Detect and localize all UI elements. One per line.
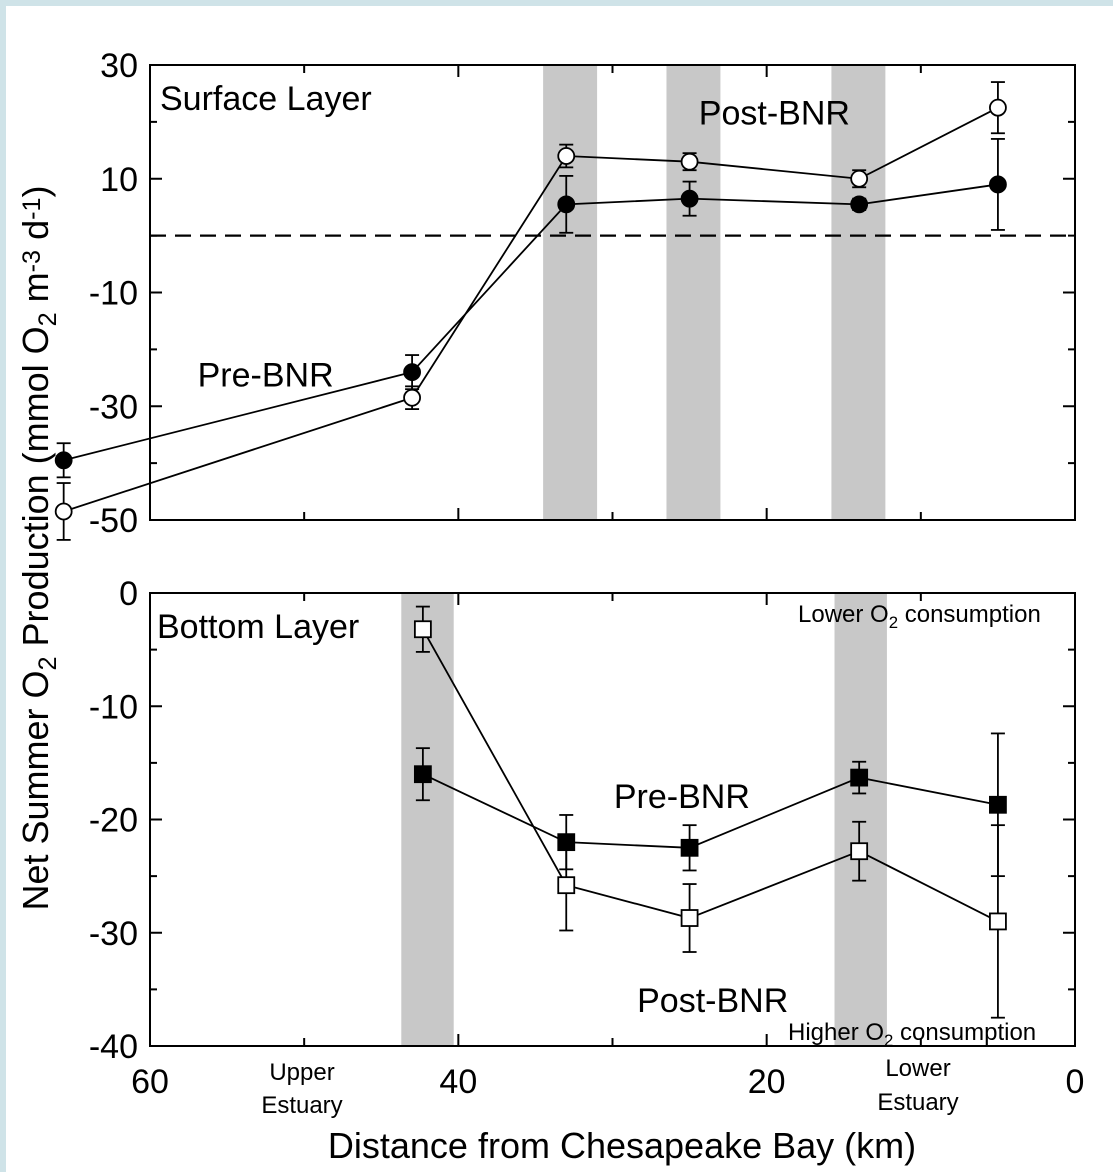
series-annotation: Pre-BNR <box>614 778 750 816</box>
series-annotation: Post-BNR <box>699 95 850 133</box>
lower-consumption-label: Lower O2 consumption <box>798 601 1041 632</box>
data-point <box>56 452 72 468</box>
data-point <box>990 100 1006 116</box>
y-axis-title: Net Summer O2 Production (mmol O2 m-3 d-… <box>15 185 62 910</box>
y-tick-label: -40 <box>89 1028 138 1066</box>
series-line <box>423 629 998 921</box>
shaded-bands-surface <box>543 65 885 520</box>
data-point <box>851 770 867 786</box>
data-point <box>682 910 698 926</box>
y-tick-label: -30 <box>89 388 138 426</box>
data-point <box>682 154 698 170</box>
data-point <box>558 877 574 893</box>
y-tick-label: -20 <box>89 802 138 840</box>
panel-title-bottom: Bottom Layer <box>157 608 359 646</box>
svg-text:Estuary: Estuary <box>877 1089 958 1116</box>
data-point <box>682 840 698 856</box>
data-point <box>56 503 72 519</box>
shaded-band <box>831 65 885 520</box>
data-point <box>404 364 420 380</box>
y-tick-label: -50 <box>89 502 138 540</box>
x-tick-label: 60 <box>131 1063 169 1101</box>
series-annotation: Pre-BNR <box>198 356 334 394</box>
svg-text:Estuary: Estuary <box>261 1092 342 1119</box>
x-tick-label: 40 <box>439 1063 477 1101</box>
data-point <box>682 191 698 207</box>
y-tick-label: -30 <box>89 915 138 953</box>
surface-plot-frame <box>150 65 1075 520</box>
data-point <box>851 171 867 187</box>
higher-consumption-label: Higher O2 consumption <box>788 1019 1036 1050</box>
series-annotation: Post-BNR <box>637 982 788 1020</box>
axis-ticks <box>150 65 1075 1046</box>
bottom-plot-frame <box>150 593 1075 1046</box>
y-tick-label: -10 <box>89 275 138 313</box>
data-point <box>558 196 574 212</box>
x-axis-title: Distance from Chesapeake Bay (km) <box>328 1125 916 1166</box>
y-tick-label: 30 <box>100 47 138 85</box>
data-point <box>851 843 867 859</box>
y-tick-label: 10 <box>100 161 138 199</box>
lower-estuary-label: Lower Estuary <box>877 1055 958 1116</box>
panel-title-surface: Surface Layer <box>160 80 372 118</box>
data-point <box>415 766 431 782</box>
upper-estuary-label: Upper Estuary <box>261 1059 342 1119</box>
y-tick-label: -10 <box>89 688 138 726</box>
shaded-bands-bottom <box>401 593 887 1046</box>
shaded-band <box>835 593 887 1046</box>
y-tick-label: 0 <box>119 575 138 613</box>
data-point <box>415 621 431 637</box>
x-tick-label: 20 <box>748 1063 786 1101</box>
shaded-band <box>401 593 453 1046</box>
svg-text:Upper: Upper <box>269 1059 334 1086</box>
data-point <box>404 390 420 406</box>
shaded-band <box>543 65 597 520</box>
data-point <box>990 797 1006 813</box>
svg-text:Lower: Lower <box>885 1055 950 1082</box>
series-annotations: Pre-BNR Post-BNR Pre-BNR Post-BNR <box>198 95 850 1020</box>
data-point <box>990 913 1006 929</box>
data-point <box>990 176 1006 192</box>
shaded-band <box>666 65 720 520</box>
data-point <box>558 148 574 164</box>
x-tick-label: 0 <box>1066 1063 1085 1101</box>
data-point <box>851 196 867 212</box>
